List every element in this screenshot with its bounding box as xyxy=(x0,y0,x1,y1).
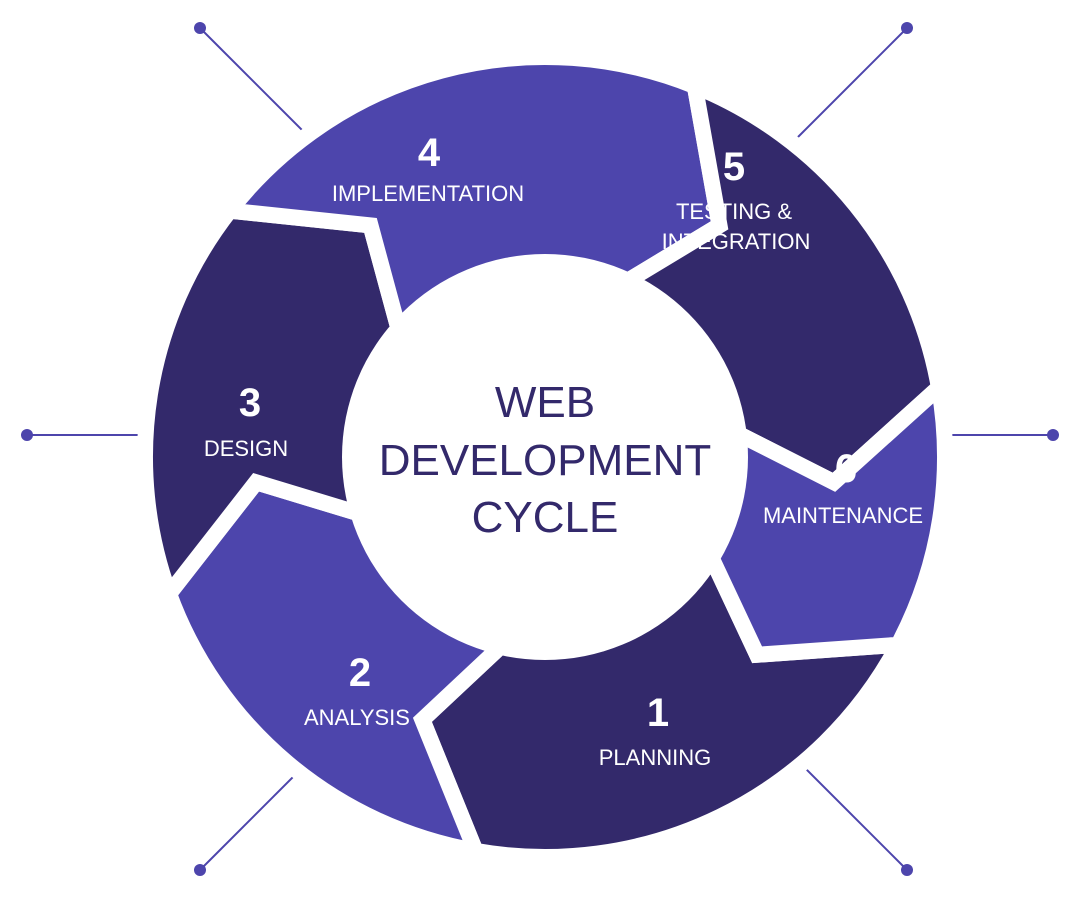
center-title-line2: DEVELOPMENT xyxy=(379,436,712,485)
step-1-label: PLANNING xyxy=(599,745,711,770)
connector-dot-top-left xyxy=(194,22,206,34)
step-1-number: 1 xyxy=(647,691,669,735)
center-disc xyxy=(342,254,748,660)
step-design: 3 DESIGN xyxy=(204,381,288,461)
center-title: WEB DEVELOPMENT CYCLE xyxy=(379,378,712,542)
connector-dot-left xyxy=(21,429,33,441)
connector-dot-top-right xyxy=(901,22,913,34)
connector-dot-right xyxy=(1047,429,1059,441)
step-4-number: 4 xyxy=(418,131,441,175)
cycle-segments xyxy=(137,49,953,865)
step-4-label: IMPLEMENTATION xyxy=(332,181,524,206)
connector-dot-bottom-right xyxy=(901,864,913,876)
step-6-label: MAINTENANCE xyxy=(763,503,923,528)
step-analysis: 2 ANALYSIS xyxy=(304,651,410,730)
step-3-number: 3 xyxy=(239,381,261,425)
center-title-line1: WEB xyxy=(495,378,595,427)
step-6-number: 6 xyxy=(835,447,857,491)
step-3-label: DESIGN xyxy=(204,436,288,461)
step-2-label: ANALYSIS xyxy=(304,705,410,730)
step-5-label-line2: INTEGRATION xyxy=(662,229,811,254)
step-maintenance: 6 MAINTENANCE xyxy=(763,447,923,528)
connector-dot-bottom-left xyxy=(194,864,206,876)
connector-line-top-right xyxy=(784,27,908,151)
step-planning: 1 PLANNING xyxy=(599,691,711,770)
connectors xyxy=(21,22,1059,876)
step-2-number: 2 xyxy=(349,651,371,695)
step-testing-integration: 5 TESTING & INTEGRATION xyxy=(662,145,811,254)
center-title-line3: CYCLE xyxy=(472,493,619,542)
step-implementation: 4 IMPLEMENTATION xyxy=(332,131,524,206)
step-5-label-line1: TESTING & xyxy=(676,199,792,224)
step-5-number: 5 xyxy=(723,145,745,189)
